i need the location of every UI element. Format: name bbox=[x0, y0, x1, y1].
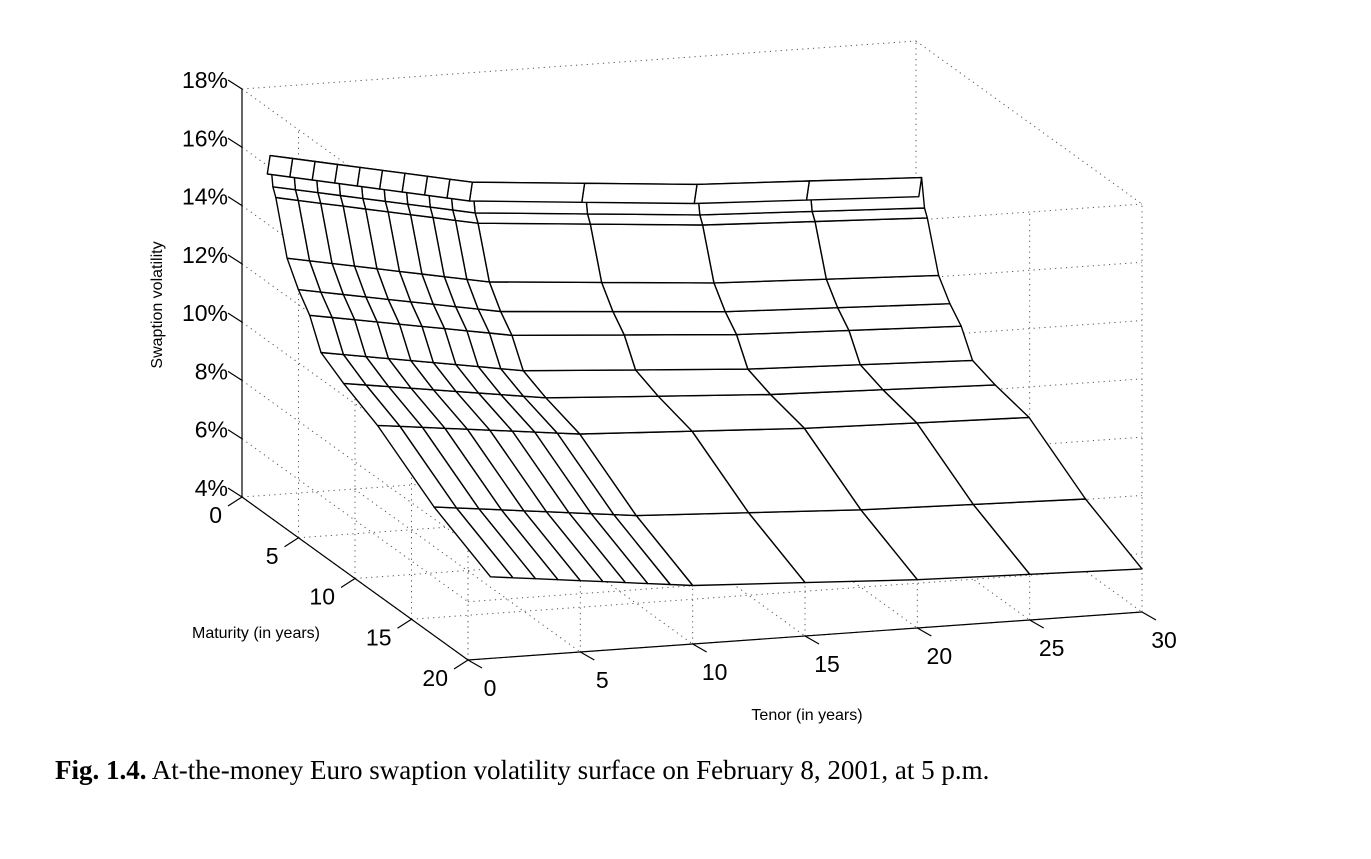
tenor-tick-label: 20 bbox=[927, 643, 953, 669]
z-tick bbox=[227, 137, 243, 148]
surface-cell bbox=[600, 281, 726, 313]
z-tick-label: 6% bbox=[195, 417, 228, 443]
surface-cell bbox=[266, 154, 294, 178]
z-tick bbox=[227, 312, 243, 323]
gridline-floor-tenor bbox=[691, 464, 918, 629]
maturity-tick bbox=[453, 659, 469, 670]
maturity-axis-title: Maturity (in years) bbox=[192, 625, 320, 642]
tenor-tick bbox=[580, 651, 595, 661]
gridline-left-vol bbox=[241, 380, 469, 544]
surface-cell bbox=[468, 181, 586, 204]
z-tick-label: 16% bbox=[182, 125, 228, 151]
tenor-tick-label: 30 bbox=[1151, 627, 1177, 653]
tenor-tick bbox=[917, 627, 932, 637]
z-tick bbox=[227, 79, 243, 90]
maturity-tick bbox=[227, 496, 243, 507]
z-tick-label: 4% bbox=[195, 475, 228, 501]
surface-cell bbox=[474, 212, 591, 225]
gridline-floor-tenor bbox=[578, 472, 806, 637]
tenor-axis-title: Tenor (in years) bbox=[751, 707, 862, 724]
surface-cell bbox=[401, 172, 429, 196]
tenor-tick bbox=[467, 659, 483, 669]
surface-cell bbox=[477, 222, 603, 284]
z-tick-label: 18% bbox=[182, 67, 228, 93]
surface-cell bbox=[311, 160, 339, 184]
surface-cell bbox=[805, 176, 923, 201]
gridline-floor-tenor bbox=[915, 448, 1143, 613]
surface-cell bbox=[693, 180, 810, 205]
label-layer: 4% 6% 8% 10% 12% 14% 16% 18% 0 5 10 15 20 0 5 10 15 20 25 3… bbox=[149, 67, 1177, 724]
z-tick bbox=[227, 196, 243, 207]
surface-cell bbox=[735, 329, 861, 370]
maturity-tick-label: 20 bbox=[422, 665, 448, 691]
surface-cell bbox=[747, 364, 884, 396]
tenor-tick bbox=[1141, 611, 1157, 621]
surface-cell bbox=[499, 310, 625, 336]
surface-cell bbox=[612, 310, 738, 336]
surface-cell bbox=[423, 175, 451, 199]
tenor-tick-label: 5 bbox=[596, 667, 609, 693]
maturity-tick bbox=[284, 537, 299, 548]
maturity-tick-label: 0 bbox=[209, 502, 222, 528]
surface-cell bbox=[586, 213, 704, 226]
surface-cell bbox=[446, 178, 473, 202]
z-tick bbox=[227, 254, 243, 265]
tenor-tick bbox=[692, 643, 707, 653]
tenor-tick-label: 25 bbox=[1039, 635, 1065, 661]
tenor-tick bbox=[1029, 619, 1044, 629]
surface-cell bbox=[581, 182, 698, 205]
z-tick bbox=[227, 487, 243, 498]
surface-cell bbox=[356, 166, 384, 190]
surface-cell bbox=[334, 163, 361, 187]
surface-cell bbox=[623, 333, 749, 371]
gridline-floor-tenor bbox=[466, 480, 693, 645]
z-tick bbox=[227, 370, 243, 381]
surface-cell bbox=[713, 278, 839, 313]
maturity-tick-label: 15 bbox=[366, 624, 392, 650]
box-edge-top-right bbox=[915, 40, 1143, 205]
tenor-tick-label: 15 bbox=[814, 651, 840, 677]
z-tick-label: 12% bbox=[182, 242, 228, 268]
gridline-floor-tenor bbox=[803, 456, 1030, 621]
axis-layer bbox=[227, 79, 1157, 670]
maturity-tick bbox=[340, 577, 356, 589]
caption-text: At-the-money Euro swaption volatility su… bbox=[146, 755, 990, 785]
surface-cell bbox=[488, 281, 614, 313]
surface-cell bbox=[522, 369, 659, 399]
surface-cell bbox=[859, 359, 996, 391]
gridline-floor-tenor bbox=[354, 488, 581, 653]
z-tick bbox=[227, 429, 243, 440]
surface-cell bbox=[589, 223, 715, 284]
z-tick-label: 10% bbox=[182, 300, 228, 326]
surface-cell bbox=[814, 217, 940, 280]
surface-cell bbox=[289, 157, 316, 181]
tenor-tick-label: 10 bbox=[702, 659, 728, 685]
box-edge-top-front bbox=[241, 40, 917, 90]
maturity-tick bbox=[397, 618, 412, 629]
gridline-left-vol bbox=[241, 438, 469, 603]
surface-cell bbox=[511, 334, 637, 372]
z-tick-label: 14% bbox=[182, 184, 228, 210]
maturity-tick-label: 5 bbox=[266, 543, 279, 569]
tenor-tick bbox=[804, 635, 820, 645]
surface-cell bbox=[378, 169, 406, 193]
tenor-tick-label: 0 bbox=[484, 675, 497, 701]
surface-cell bbox=[701, 220, 827, 284]
surface-cell bbox=[825, 274, 951, 309]
z-axis-title: Swaption volatility bbox=[149, 241, 166, 368]
surface-cell bbox=[848, 325, 974, 366]
surface-cell bbox=[634, 368, 772, 397]
volatility-surface-chart: 4% 6% 8% 10% 12% 14% 16% 18% 0 5 10 15 20 0 5 10 15 20 25 3… bbox=[149, 40, 1177, 724]
maturity-tick-label: 10 bbox=[309, 584, 335, 610]
figure-caption: Fig. 1.4. At-the-money Euro swaption vol… bbox=[55, 752, 1315, 788]
z-tick-label: 8% bbox=[195, 358, 228, 384]
caption-label: Fig. 1.4. bbox=[55, 755, 147, 785]
surface-mesh bbox=[266, 154, 1143, 587]
